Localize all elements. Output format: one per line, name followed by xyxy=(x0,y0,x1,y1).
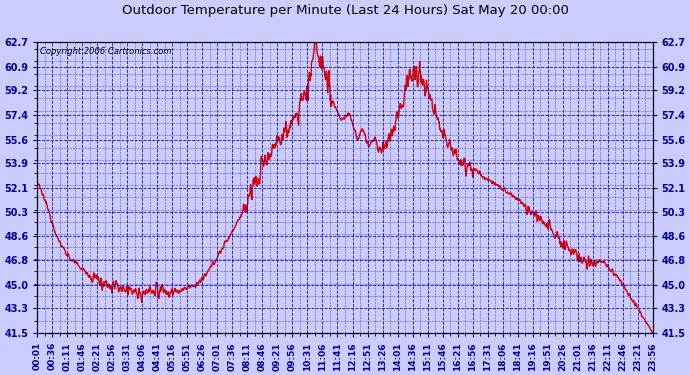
Text: Outdoor Temperature per Minute (Last 24 Hours) Sat May 20 00:00: Outdoor Temperature per Minute (Last 24 … xyxy=(121,4,569,17)
Text: Copyright 2006 Cartronics.com: Copyright 2006 Cartronics.com xyxy=(41,46,172,56)
